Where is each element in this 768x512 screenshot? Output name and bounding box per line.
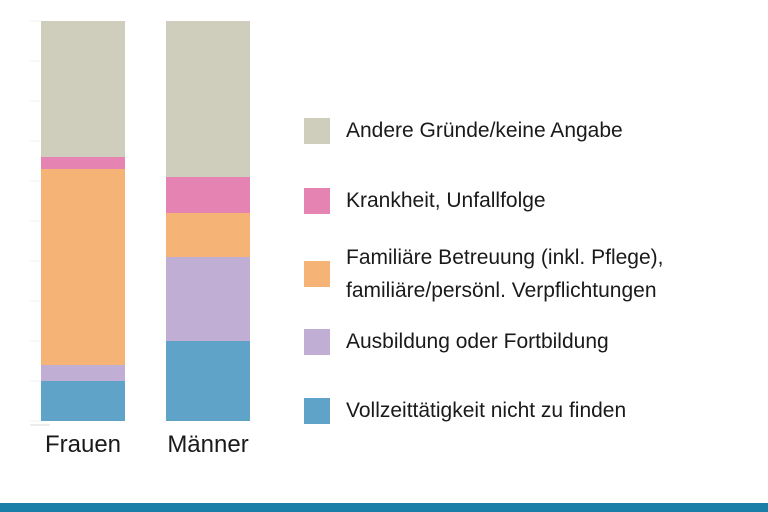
bar-segment <box>166 21 250 177</box>
bar-segment <box>41 381 125 421</box>
bar-segment <box>41 157 125 169</box>
x-tick-label: Männer <box>167 431 248 458</box>
x-tick-label: Frauen <box>45 431 121 458</box>
footer-accent-bar <box>0 503 768 512</box>
bar-segment <box>41 169 125 365</box>
bar-segment <box>166 177 250 213</box>
bar-segment <box>41 365 125 381</box>
bar-segment <box>166 257 250 341</box>
bar-segment <box>166 341 250 421</box>
bar-segment <box>41 21 125 157</box>
bar-segment <box>166 213 250 257</box>
